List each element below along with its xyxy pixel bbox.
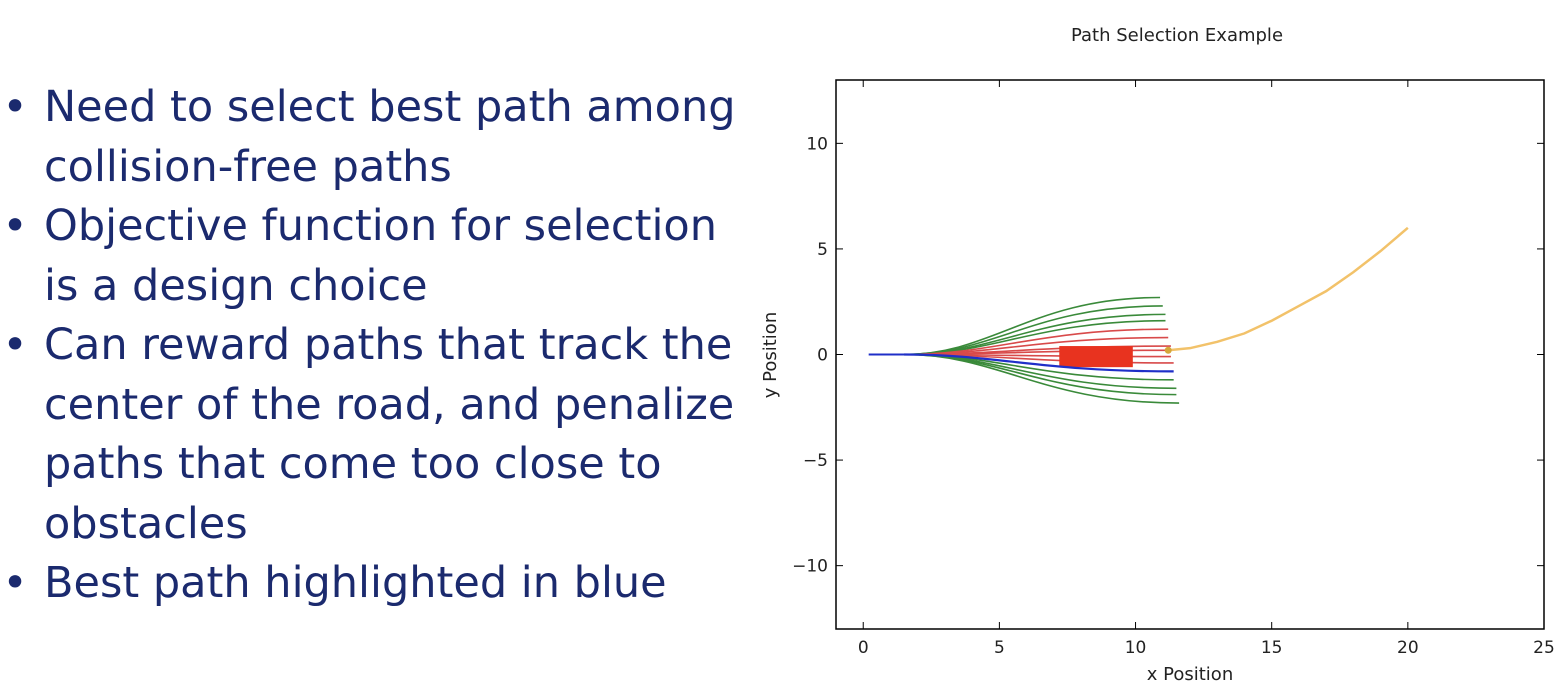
x-tick-label: 10 bbox=[1125, 638, 1147, 658]
bullet-item: • Best path highlighted in blue bbox=[0, 554, 760, 614]
chart-title: Path Selection Example bbox=[1071, 25, 1283, 46]
bullet-dot-icon: • bbox=[2, 558, 28, 608]
bullet-dot-icon: • bbox=[2, 320, 28, 370]
bullet-dot-icon: • bbox=[2, 82, 28, 132]
goal-point bbox=[1164, 346, 1172, 354]
bullet-text: Can reward paths that track the center o… bbox=[44, 320, 735, 549]
bullet-text: Objective function for selection is a de… bbox=[44, 201, 717, 311]
x-tick-label: 20 bbox=[1397, 638, 1419, 658]
y-tick-label: −5 bbox=[803, 451, 828, 471]
x-tick-label: 0 bbox=[858, 638, 869, 658]
bullet-dot-icon: • bbox=[2, 201, 28, 251]
y-tick-label: −10 bbox=[792, 557, 828, 577]
goal-path bbox=[1168, 226, 1409, 352]
bullet-item: • Need to select best path among collisio… bbox=[0, 78, 760, 197]
y-tick-label: 10 bbox=[806, 134, 828, 154]
y-tick-label: 5 bbox=[817, 240, 828, 260]
x-tick-label: 25 bbox=[1533, 638, 1555, 658]
axes: 0 5 10 15 20 25 10 5 0 −5 −10 bbox=[792, 80, 1555, 658]
best-path bbox=[904, 353, 1174, 373]
y-axis-label: y Position bbox=[760, 312, 781, 398]
bullet-list: • Need to select best path among collisio… bbox=[0, 78, 760, 614]
bullet-item: • Can reward paths that track the center … bbox=[0, 316, 760, 554]
candidate-path-collision_free bbox=[904, 353, 1180, 404]
bullet-text: Best path highlighted in blue bbox=[44, 558, 667, 608]
plot-content bbox=[868, 226, 1409, 404]
obstacle-box bbox=[1059, 346, 1133, 368]
y-tick-label: 0 bbox=[817, 346, 828, 366]
x-tick-label: 15 bbox=[1261, 638, 1283, 658]
x-tick-label: 5 bbox=[994, 638, 1005, 658]
bullet-item: • Objective function for selection is a d… bbox=[0, 197, 760, 316]
x-axis-label: x Position bbox=[1147, 664, 1233, 685]
bullet-text: Need to select best path among collision… bbox=[44, 82, 736, 192]
